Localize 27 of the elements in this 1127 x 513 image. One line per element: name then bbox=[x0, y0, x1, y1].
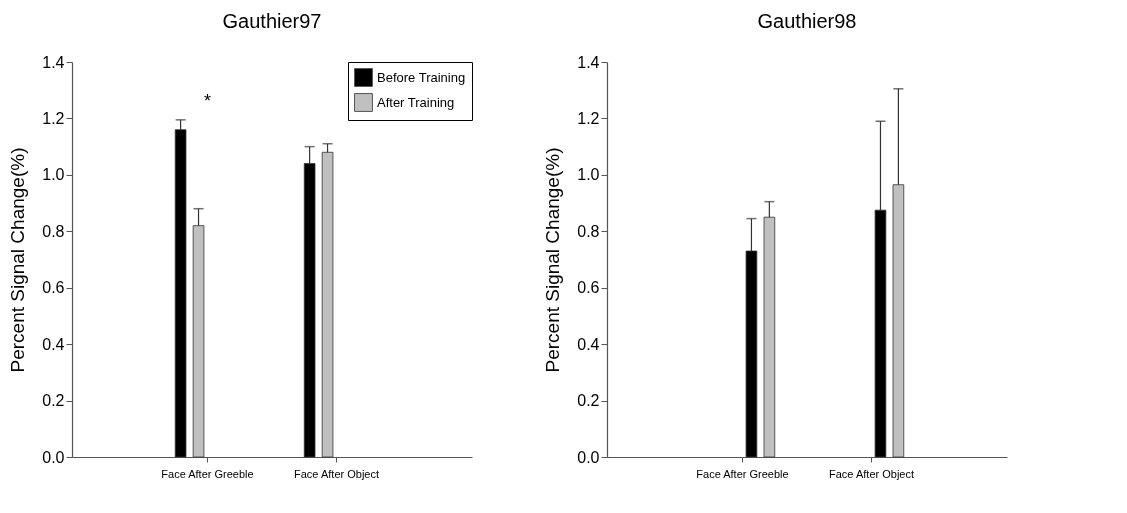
y-tick-label: 0.4 bbox=[577, 335, 600, 353]
y-tick-label: 0.0 bbox=[42, 448, 65, 466]
x-tick-label: Face After Greeble bbox=[696, 467, 789, 480]
annotation: * bbox=[203, 91, 211, 111]
y-tick-label: 1.0 bbox=[577, 166, 600, 184]
y-tick-label: 0.6 bbox=[577, 279, 600, 297]
x-tick-label: Face After Object bbox=[829, 467, 915, 480]
y-tick-label: 1.4 bbox=[577, 53, 600, 71]
y-tick-label: 1.2 bbox=[577, 109, 600, 127]
y-tick-label: 1.2 bbox=[42, 109, 65, 127]
y-tick-label: 0.8 bbox=[577, 222, 600, 240]
x-tick-label: Face After Greeble bbox=[161, 467, 254, 480]
y-tick-label: 0.0 bbox=[577, 448, 600, 466]
legend-label: Before Training bbox=[377, 69, 466, 85]
y-tick-label: 0.6 bbox=[42, 279, 65, 297]
y-tick-label: 1.0 bbox=[42, 166, 65, 184]
chart-title: Gauthier97 bbox=[222, 10, 322, 32]
y-tick-label: 0.4 bbox=[42, 335, 65, 353]
y-tick-label: 0.2 bbox=[577, 392, 600, 410]
chart-title: Gauthier98 bbox=[757, 10, 857, 32]
x-tick-label: Face After Object bbox=[294, 467, 380, 480]
legend-label: After Training bbox=[377, 94, 455, 110]
y-axis-title: Percent Signal Change(%) bbox=[542, 147, 564, 373]
y-tick-label: 1.4 bbox=[42, 53, 65, 71]
y-tick-label: 0.2 bbox=[42, 392, 65, 410]
y-axis-title: Percent Signal Change(%) bbox=[7, 147, 29, 373]
y-tick-label: 0.8 bbox=[42, 222, 65, 240]
